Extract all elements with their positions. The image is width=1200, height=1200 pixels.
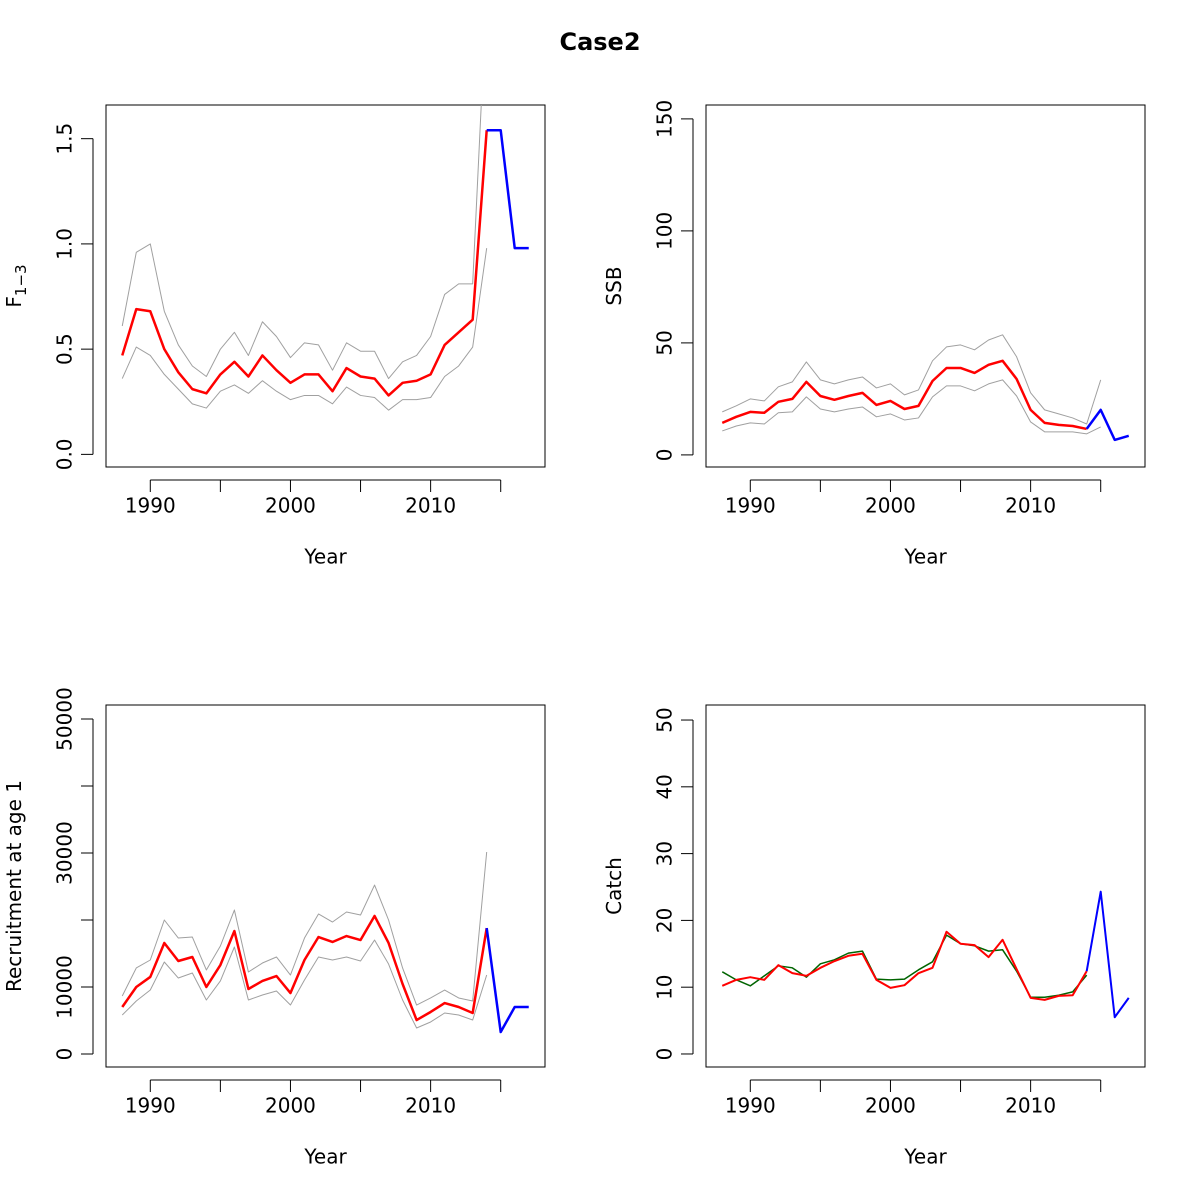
x-tick-label: 1990	[725, 1094, 776, 1118]
y-axis-label-main: SSB	[602, 266, 626, 305]
y-axis-label-main: Recruitment at age 1	[2, 780, 26, 992]
x-tick-label: 2000	[265, 494, 316, 518]
plot-box	[705, 704, 1146, 1068]
y-axis-label-sub: 1−3	[12, 264, 30, 296]
plot-box	[705, 104, 1146, 468]
series-line	[722, 334, 1102, 425]
series-line	[486, 129, 529, 250]
y-tick-label: 150	[653, 100, 677, 138]
series-line	[121, 130, 488, 397]
x-tick-label: 2010	[405, 494, 456, 518]
y-tick-label: 0	[653, 449, 677, 462]
series-line	[722, 379, 1101, 435]
y-tick-label: 40	[653, 774, 677, 799]
y-tick-label: 1.0	[53, 228, 77, 260]
panel: 1990 2000 2010 0 10 20 30 40 50 Year Catch	[602, 704, 1146, 1169]
x-axis-label: Year	[903, 545, 947, 569]
series-line	[121, 248, 488, 411]
x-tick-label: 2000	[265, 1094, 316, 1118]
series-line	[721, 930, 1088, 1001]
panel: 1990 2000 2010 0 10000 30000 50000 Year Recruitm…	[2, 687, 546, 1169]
x-tick-label: 1990	[125, 1094, 176, 1118]
y-tick-label: 0	[53, 1048, 77, 1061]
series-line	[121, 851, 488, 1006]
x-axis-label: Year	[903, 1145, 947, 1169]
series-line	[485, 927, 529, 1034]
y-tick-label: 20	[653, 908, 677, 933]
y-axis-label-main: F	[2, 296, 26, 308]
y-tick-label: 0.5	[53, 333, 77, 365]
plot-box	[105, 104, 546, 468]
y-tick-label: 30000	[53, 821, 77, 885]
x-tick-label: 1990	[125, 494, 176, 518]
x-axis-label: Year	[303, 1145, 347, 1169]
series-line	[1085, 408, 1130, 442]
plot-box	[105, 704, 546, 1068]
series-line	[121, 105, 482, 380]
series-line	[121, 914, 488, 1022]
y-axis-label: Recruitment at age 1	[2, 780, 26, 992]
x-tick-label: 1990	[725, 494, 776, 518]
y-tick-label: 50	[653, 707, 677, 732]
y-axis-label: F1−3	[2, 264, 30, 307]
x-tick-label: 2000	[865, 494, 916, 518]
y-tick-label: 100	[653, 212, 677, 250]
y-tick-label: 10	[653, 974, 677, 999]
y-tick-label: 1.5	[53, 123, 77, 155]
y-tick-label: 30	[653, 841, 677, 866]
series-line	[1085, 890, 1130, 1019]
y-tick-label: 0.0	[53, 438, 77, 470]
x-axis-label: Year	[303, 545, 347, 569]
y-tick-label: 10000	[53, 955, 77, 1019]
y-axis-label: Catch	[602, 857, 626, 915]
x-tick-label: 2010	[1005, 1094, 1056, 1118]
x-tick-label: 2000	[865, 1094, 916, 1118]
y-tick-label: 50000	[53, 687, 77, 751]
y-axis-label: SSB	[602, 266, 626, 305]
y-axis-label-main: Catch	[602, 857, 626, 915]
figure-title: Case2	[559, 28, 640, 56]
series-line	[121, 939, 488, 1029]
x-tick-label: 2010	[405, 1094, 456, 1118]
panel: 1990 2000 2010 0 50 100 150 Year SSB	[602, 100, 1146, 569]
y-tick-label: 50	[653, 330, 677, 355]
y-tick-label: 0	[653, 1048, 677, 1061]
series-line	[721, 359, 1087, 431]
x-tick-label: 2010	[1005, 494, 1056, 518]
panel: 1990 2000 2010 0.0 0.5 1.0 1.5 Year F1−3	[2, 104, 546, 569]
